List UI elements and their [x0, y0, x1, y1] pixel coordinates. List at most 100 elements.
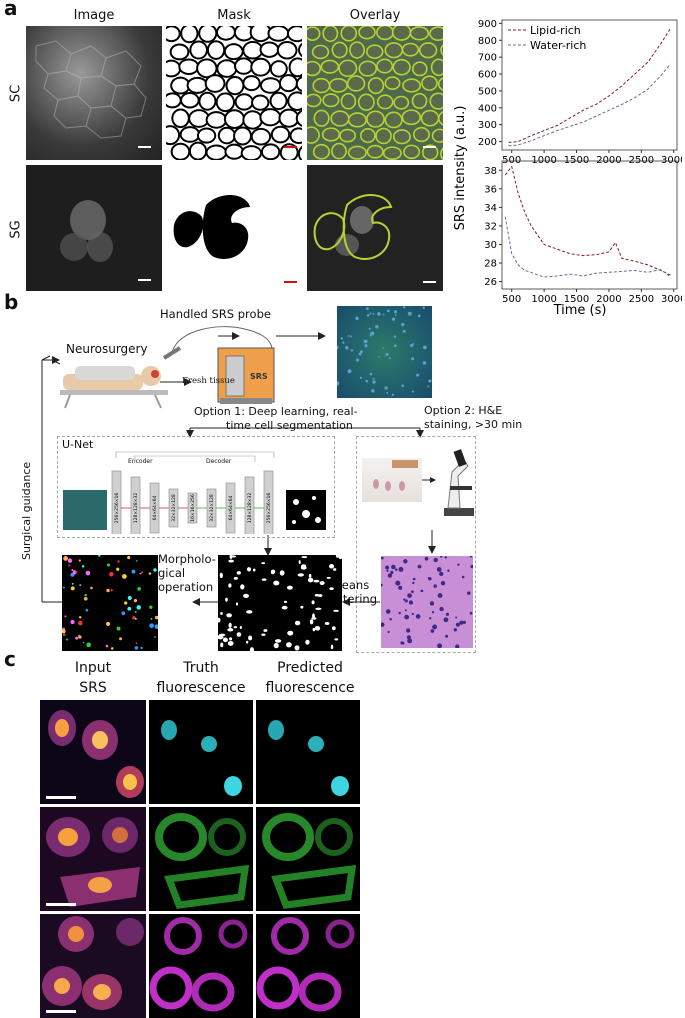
binary-cell — [338, 555, 342, 560]
binary-cell — [309, 619, 314, 625]
binary-cell — [330, 644, 334, 650]
y-tick-label: 900 — [478, 19, 497, 30]
mask-cell — [289, 93, 302, 109]
mask-cell — [269, 26, 288, 40]
mask-cell — [261, 110, 280, 125]
tissue-dot — [401, 384, 404, 388]
colored-cell — [71, 569, 74, 572]
he-nucleus — [459, 620, 464, 625]
he-nucleus — [408, 600, 414, 605]
he-nucleus — [453, 628, 458, 632]
binary-cell — [263, 629, 268, 632]
he-nucleus — [407, 593, 412, 598]
binary-cell — [227, 628, 234, 632]
colored-cell — [98, 555, 101, 557]
col-header-input: Input SRS — [40, 658, 146, 698]
y-tick-label: 38 — [484, 166, 497, 177]
he-nucleus — [400, 641, 404, 645]
colored-cell — [78, 635, 82, 639]
he-nucleus — [404, 614, 410, 620]
col-header-truth: Truth fluorescence — [146, 658, 256, 698]
colored-cell — [105, 644, 109, 648]
binary-cell — [246, 640, 249, 644]
mask-cell — [271, 93, 286, 109]
overlay-cell — [366, 144, 384, 159]
y-tick-label: 36 — [484, 184, 497, 195]
he-nucleus — [433, 557, 438, 563]
binary-cell — [261, 562, 266, 565]
overlay-cell — [409, 26, 430, 41]
mask-cell — [190, 143, 206, 159]
binary-cell — [311, 617, 317, 620]
overlay-cell — [307, 60, 322, 77]
binary-cell — [261, 633, 266, 636]
colored-cell — [85, 570, 91, 576]
overlay-cell — [431, 128, 443, 143]
mask-cell — [236, 59, 252, 73]
mask-cell — [244, 77, 259, 90]
tissue-dot — [382, 313, 385, 316]
col-header-predicted: Predicted fluorescence — [254, 658, 366, 698]
colored-cell — [131, 569, 136, 574]
he-nucleus — [381, 583, 383, 587]
mask-cell — [217, 94, 234, 111]
series-line-water-rich — [504, 216, 671, 278]
mask-cell — [244, 42, 262, 58]
colored-cell — [137, 587, 141, 591]
tissue-dot — [402, 329, 406, 333]
overlay-cell — [392, 58, 411, 76]
binary-cell — [218, 617, 221, 623]
scale-bar — [138, 279, 151, 281]
he-nucleus — [387, 573, 393, 578]
overlay-cell — [312, 143, 331, 160]
mask-cell — [299, 148, 302, 160]
binary-cell — [246, 567, 252, 572]
binary-cell — [228, 559, 234, 563]
binary-cell — [317, 594, 323, 597]
tissue-dot — [369, 312, 372, 315]
tissue-dot — [391, 317, 396, 321]
binary-cell — [283, 600, 288, 603]
binary-cell — [334, 638, 339, 641]
mask-cell — [173, 110, 188, 127]
colored-cell — [132, 616, 136, 620]
y-tick-label: 34 — [484, 203, 497, 214]
c-row1-input — [40, 700, 146, 804]
mask-cell — [225, 111, 244, 127]
binary-cell — [324, 622, 330, 625]
mask-cell — [225, 45, 242, 59]
unet-layer-label: 16×16×256 — [190, 494, 196, 522]
y-tick-label: 300 — [478, 120, 497, 131]
microscope-icon — [444, 449, 474, 516]
colored-cell — [154, 636, 156, 638]
overlay-cell — [307, 93, 322, 108]
morph-line2: gical — [158, 566, 186, 580]
series-line-water-rich — [508, 63, 671, 147]
y-tick-label: 400 — [478, 103, 497, 114]
he-nucleus — [391, 564, 396, 570]
tissue-dot — [364, 344, 368, 348]
mask-cell — [182, 94, 198, 107]
binary-cell — [249, 647, 254, 651]
tissue-dot — [355, 358, 360, 362]
skip-connection — [134, 455, 256, 462]
y-tick-label: 200 — [478, 137, 497, 148]
overlay-cell — [311, 44, 330, 60]
mask-cell — [198, 129, 215, 142]
col-input-line1: Input — [74, 660, 112, 676]
he-nucleus — [412, 577, 416, 581]
sc-overlay — [307, 26, 443, 160]
scale-bar — [423, 281, 436, 283]
colored-cell — [119, 637, 123, 641]
binary-cell — [331, 626, 336, 631]
colored-cell — [140, 646, 143, 650]
overlay-cell — [440, 44, 443, 56]
binary-cell — [246, 610, 253, 614]
binary-cell — [252, 568, 256, 572]
c-row3-predicted — [256, 914, 360, 1018]
overlay-cell — [411, 92, 428, 109]
tissue-dot — [371, 389, 375, 393]
tissue-dot — [365, 307, 369, 311]
he-nucleus — [429, 617, 432, 620]
overlay-cell — [421, 75, 438, 91]
